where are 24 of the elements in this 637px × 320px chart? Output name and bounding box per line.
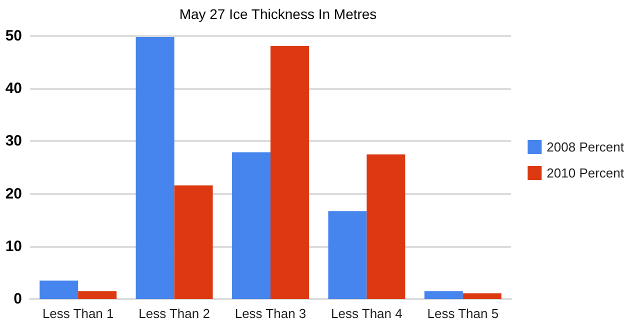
x-tick-label: Less Than 4 [331,306,402,320]
y-tick-label: 10 [5,238,22,255]
y-tick-label: 20 [5,185,22,202]
y-tick-label: 50 [5,28,22,44]
x-tick-label: Less Than 5 [427,306,499,320]
legend-label: 2008 Percent [546,140,624,154]
bar [270,46,309,299]
y-tick-label: 40 [5,80,22,98]
x-tick-label: Less Than 3 [234,306,306,320]
y-tick-label: 30 [5,132,22,150]
bar [424,291,463,299]
legend-label: 2010 Percent [546,166,624,180]
x-tick-label: Less Than 1 [42,306,114,320]
bar [78,291,117,299]
bar [174,185,213,299]
bar [462,293,502,299]
x-tick-label: Less Than 2 [138,306,210,320]
chart-title: May 27 Ice Thickness In Metres [179,6,377,22]
bar [366,154,406,299]
y-tick-label: 0 [14,290,22,308]
bar [232,152,270,299]
bar [136,37,174,299]
bar [40,280,78,299]
bar [328,211,367,299]
